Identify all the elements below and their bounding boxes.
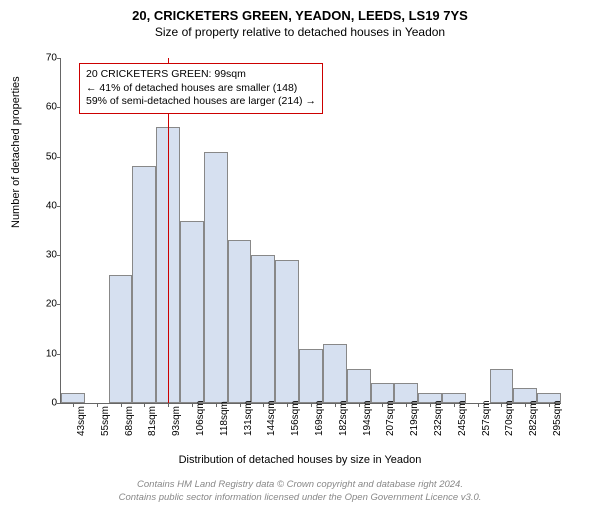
y-tick-label: 60 [33, 102, 57, 113]
annotation-line2: ← 41% of detached houses are smaller (14… [86, 82, 316, 96]
histogram-bar [228, 240, 252, 403]
x-tick-mark [287, 403, 288, 407]
histogram-bar [180, 221, 204, 403]
histogram-bar [490, 369, 514, 404]
x-tick-label: 194sqm [362, 400, 373, 436]
y-tick-mark [57, 403, 61, 404]
x-tick-mark [478, 403, 479, 407]
histogram-bar [132, 166, 156, 403]
x-tick-mark [97, 403, 98, 407]
x-tick-label: 68sqm [124, 406, 135, 436]
x-axis-label: Distribution of detached houses by size … [0, 454, 600, 466]
x-tick-label: 156sqm [290, 400, 301, 436]
chart-plot-area: 01020304050607043sqm55sqm68sqm81sqm93sqm… [60, 58, 561, 404]
x-tick-mark [382, 403, 383, 407]
x-tick-label: 207sqm [385, 400, 396, 436]
annotation-line3: 59% of semi-detached houses are larger (… [86, 95, 316, 109]
x-tick-label: 93sqm [171, 406, 182, 436]
x-tick-label: 257sqm [481, 400, 492, 436]
y-tick-label: 50 [33, 151, 57, 162]
x-tick-mark [240, 403, 241, 407]
x-tick-label: 55sqm [100, 406, 111, 436]
y-tick-mark [57, 255, 61, 256]
x-tick-label: 106sqm [195, 400, 206, 436]
annotation-line1: 20 CRICKETERS GREEN: 99sqm [86, 68, 316, 82]
chart-title-line1: 20, CRICKETERS GREEN, YEADON, LEEDS, LS1… [0, 8, 600, 23]
x-tick-label: 81sqm [147, 406, 158, 436]
x-tick-mark [144, 403, 145, 407]
y-tick-label: 10 [33, 348, 57, 359]
x-tick-label: 182sqm [338, 400, 349, 436]
footer-attribution: Contains HM Land Registry data © Crown c… [0, 479, 600, 504]
x-tick-label: 43sqm [76, 406, 87, 436]
y-tick-mark [57, 354, 61, 355]
x-tick-mark [359, 403, 360, 407]
x-tick-mark [121, 403, 122, 407]
x-tick-mark [549, 403, 550, 407]
x-tick-mark [73, 403, 74, 407]
histogram-bar [61, 393, 85, 403]
histogram-bar [109, 275, 133, 403]
annotation-box: 20 CRICKETERS GREEN: 99sqm← 41% of detac… [79, 63, 323, 114]
y-axis-label: Number of detached properties [10, 76, 22, 228]
footer-line1: Contains HM Land Registry data © Crown c… [0, 479, 600, 491]
y-tick-label: 40 [33, 200, 57, 211]
histogram-bar [204, 152, 228, 403]
x-tick-label: 131sqm [243, 400, 254, 436]
y-tick-mark [57, 206, 61, 207]
x-tick-mark [501, 403, 502, 407]
x-tick-label: 282sqm [528, 400, 539, 436]
chart-title-line2: Size of property relative to detached ho… [0, 25, 600, 39]
x-tick-mark [263, 403, 264, 407]
x-tick-label: 219sqm [409, 400, 420, 436]
histogram-bar [299, 349, 323, 403]
x-tick-mark [311, 403, 312, 407]
x-tick-mark [454, 403, 455, 407]
histogram-bar [323, 344, 347, 403]
y-tick-label: 30 [33, 250, 57, 261]
y-tick-label: 0 [33, 398, 57, 409]
y-tick-label: 20 [33, 299, 57, 310]
footer-line2: Contains public sector information licen… [0, 492, 600, 504]
y-tick-mark [57, 58, 61, 59]
x-tick-mark [525, 403, 526, 407]
x-tick-mark [168, 403, 169, 407]
x-tick-label: 144sqm [266, 400, 277, 436]
y-tick-label: 70 [33, 53, 57, 64]
y-tick-mark [57, 157, 61, 158]
x-tick-label: 270sqm [504, 400, 515, 436]
histogram-bar [251, 255, 275, 403]
x-tick-label: 232sqm [433, 400, 444, 436]
x-tick-mark [192, 403, 193, 407]
x-tick-mark [216, 403, 217, 407]
histogram-bar [347, 369, 371, 404]
x-tick-mark [335, 403, 336, 407]
x-tick-label: 295sqm [552, 400, 563, 436]
x-tick-label: 169sqm [314, 400, 325, 436]
x-tick-mark [430, 403, 431, 407]
x-tick-mark [406, 403, 407, 407]
y-tick-mark [57, 107, 61, 108]
y-tick-mark [57, 304, 61, 305]
histogram-bar [275, 260, 299, 403]
x-tick-label: 118sqm [219, 401, 230, 436]
x-tick-label: 245sqm [457, 400, 468, 436]
